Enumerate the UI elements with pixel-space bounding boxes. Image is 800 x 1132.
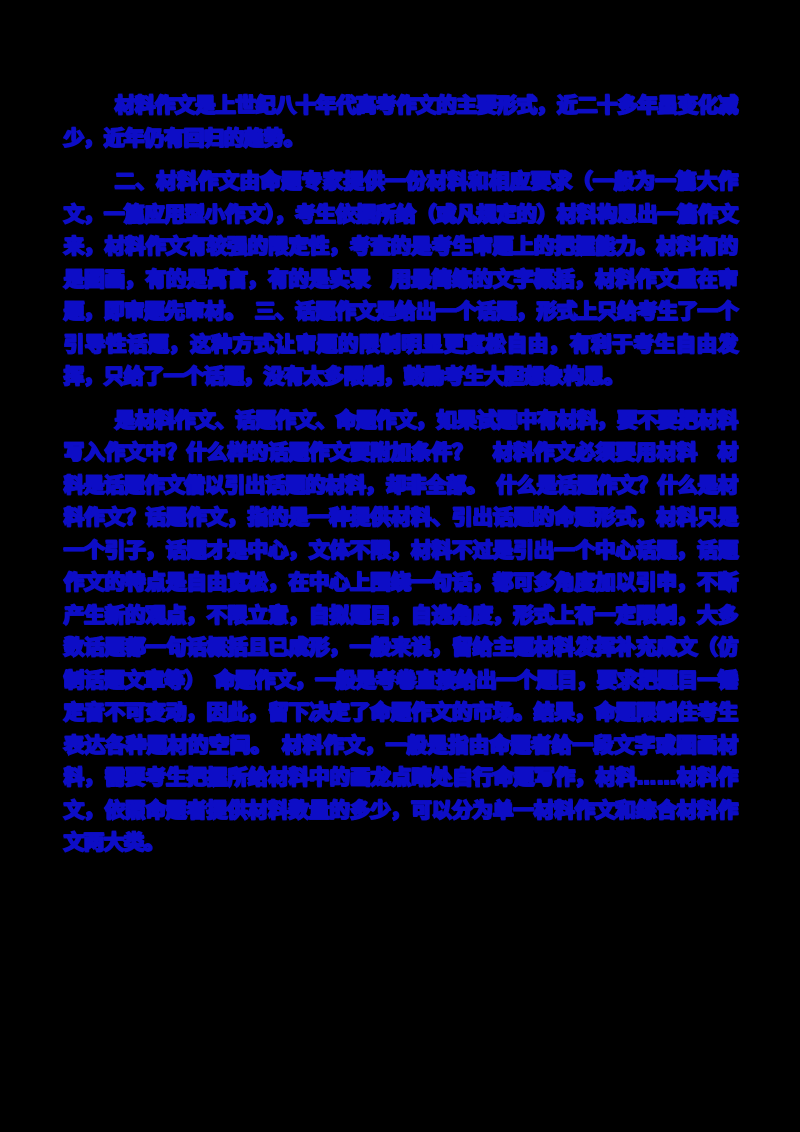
document-text-area: 材料作文是上世纪八十年代高考作文的主要形式，近二十多年虽变化减少，近年仍有回归的… [63, 90, 739, 871]
paragraph-2: 二、材料作文由命题专家提供一份材料和相应要求（一般为一篇大作文，一篇应用型小作文… [63, 170, 739, 389]
paragraph-1: 材料作文是上世纪八十年代高考作文的主要形式，近二十多年虽变化减少，近年仍有回归的… [63, 94, 739, 151]
paragraph-3: 是材料作文、话题作文、命题作文，如果试题中有材料，要不要把材料写入作文中？什么样… [63, 408, 739, 855]
